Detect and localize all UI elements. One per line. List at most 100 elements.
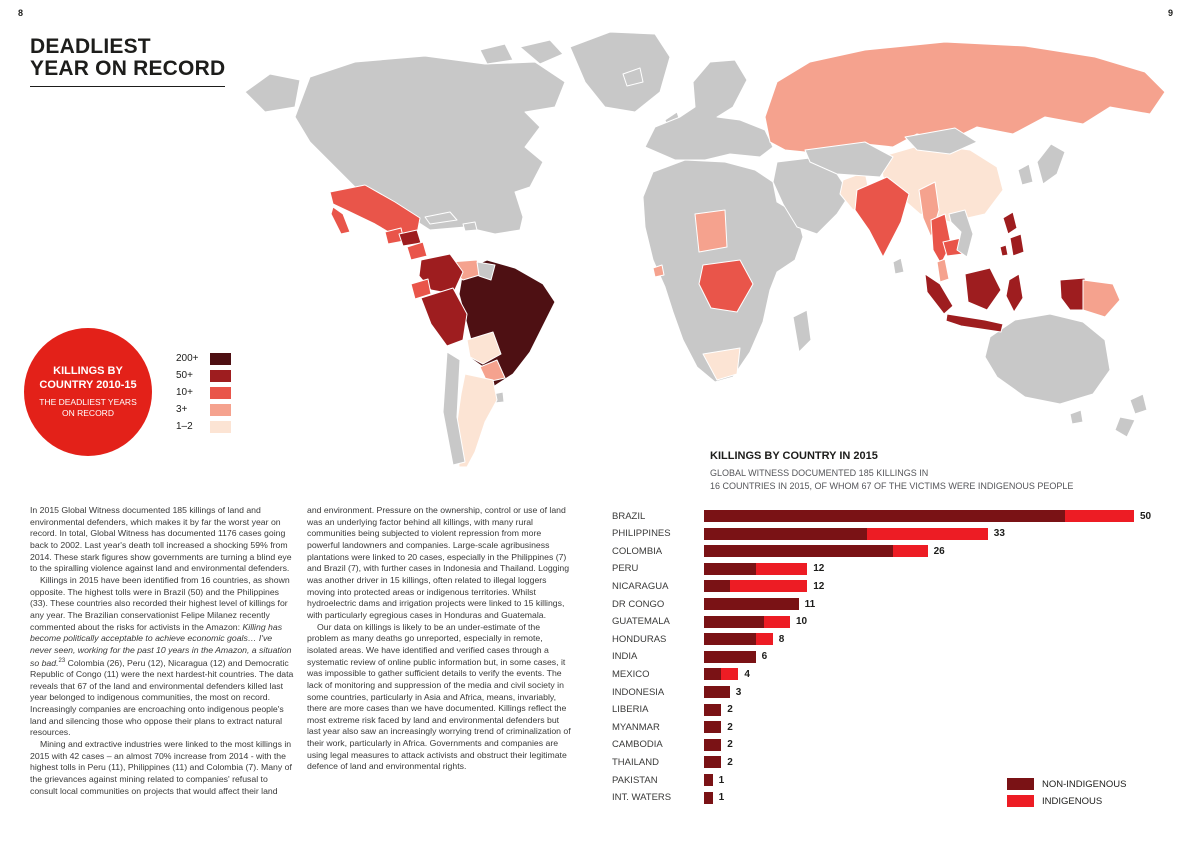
map-legend-swatch-200: [210, 352, 231, 365]
bar-segment-indigenous: [721, 668, 739, 681]
map-legend-label: 10+: [176, 387, 193, 398]
map-legend-swatch-1-2: [210, 420, 231, 433]
article-paragraph: and environment. Pressure on the ownersh…: [307, 505, 570, 620]
map-landmass-iceland: [622, 67, 644, 87]
map-legend-swatch-3: [210, 403, 231, 416]
bar-value: 26: [933, 545, 945, 557]
world-map: [225, 22, 1185, 470]
map-landmass-north-america: [294, 55, 566, 235]
bar-segment-indigenous: [867, 527, 988, 540]
chart-title: KILLINGS BY COUNTRY IN 2015: [710, 450, 878, 462]
map-country-dr-congo: [698, 259, 754, 313]
bar-segment-non-indigenous: [704, 633, 756, 646]
map-landmass-guyanas: [476, 261, 496, 281]
page-title: DEADLIEST YEAR ON RECORD: [30, 35, 226, 88]
map-landmass-top: [424, 127, 978, 466]
map-landmass-base: [244, 31, 1148, 438]
article-text: Killings in 2015 have been identified fr…: [30, 574, 290, 632]
chart-row: PAKISTAN 1: [612, 774, 1187, 786]
chart-row: BRAZIL 50: [612, 510, 1187, 523]
map-legend-row: 200+: [176, 350, 231, 367]
page-number-left: 8: [18, 8, 24, 18]
chart-row: HONDURAS 8: [612, 633, 1187, 646]
bar-track: 1: [704, 774, 724, 786]
article-column-1: In 2015 Global Witness documented 185 ki…: [30, 505, 295, 797]
map-landmass-new-zealand-south: [1114, 416, 1136, 438]
bar-segment-indigenous: [893, 545, 928, 558]
bar-segment-indigenous: [729, 580, 808, 593]
bar-value: 10: [795, 616, 808, 628]
legend-label-indigenous: INDIGENOUS: [1042, 795, 1103, 807]
chart-subtitle: GLOBAL WITNESS DOCUMENTED 185 KILLINGS I…: [710, 467, 1187, 493]
map-landmass-vietnam: [948, 209, 974, 258]
map-colored-countries: [329, 41, 1166, 468]
map-legend-label: 50+: [176, 370, 193, 381]
legend-label-non-indigenous: NON-INDIGENOUS: [1042, 778, 1127, 790]
map-legend-label: 3+: [176, 404, 188, 415]
map-legend-label: 1–2: [176, 421, 193, 432]
bar-segment-indigenous: [755, 562, 808, 575]
page-number-right: 9: [1167, 8, 1173, 18]
bar-value: 50: [1139, 510, 1152, 522]
chart-row: DR CONGO 11: [612, 598, 1187, 611]
bar-segment-non-indigenous: [704, 598, 799, 611]
map-legend-swatch-10: [210, 386, 231, 399]
bar-value: 11: [804, 598, 816, 610]
map-badge-subtitle: THE DEADLIEST YEARS ON RECORD: [39, 396, 137, 418]
bar-track: 8: [704, 633, 785, 646]
map-country-bolivia: [466, 331, 502, 365]
map-country-indonesia-java: [945, 313, 1004, 333]
bar-track: 12: [704, 562, 824, 575]
map-country-indonesia-borneo: [964, 267, 1002, 311]
map-country-india: [854, 176, 910, 258]
bar-segment-non-indigenous: [704, 580, 730, 593]
bar-value: 2: [727, 739, 733, 751]
map-country-indonesia-sumatra: [924, 273, 954, 315]
map-landmass-new-zealand-north: [1129, 393, 1148, 415]
map-country-nicaragua: [406, 241, 428, 261]
map-country-argentina: [456, 373, 498, 468]
bar-chart-rows: BRAZIL 50 PHILIPPINES 33 COLOMBIA 26: [612, 510, 1187, 804]
bar-track: 1: [704, 791, 725, 804]
bar-value: 1: [718, 792, 725, 804]
bar-segment-indigenous: [764, 615, 790, 628]
bar-value: 2: [727, 721, 733, 733]
bar-track: 11: [704, 598, 816, 611]
killings-bar-chart: KILLINGS BY COUNTRY IN 2015 GLOBAL WITNE…: [612, 450, 1187, 809]
bar-segment-non-indigenous: [704, 615, 765, 628]
map-landmass-cuba: [424, 211, 458, 225]
chart-legend: NON-INDIGENOUS INDIGENOUS: [1007, 778, 1126, 812]
bar-track: 33: [704, 527, 1005, 540]
chart-subtitle-line1: GLOBAL WITNESS DOCUMENTED 185 KILLINGS I…: [710, 468, 929, 478]
bar-country-label: HONDURAS: [612, 633, 667, 645]
article-paragraph: In 2015 Global Witness documented 185 ki…: [30, 505, 292, 574]
map-badge: KILLINGS BY COUNTRY 2010-15 THE DEADLIES…: [24, 328, 152, 456]
map-landmass-arctic-islands-2: [479, 43, 514, 65]
bar-country-label: GUATEMALA: [612, 616, 670, 628]
chart-row: MYANMAR 2: [612, 721, 1187, 734]
bar-value: 8: [778, 633, 785, 645]
article-column-2: and environment. Pressure on the ownersh…: [307, 505, 572, 773]
map-country-malaysia: [936, 258, 950, 283]
bar-segment-non-indigenous: [704, 686, 730, 699]
map-country-russia: [764, 41, 1166, 153]
bar-segment-non-indigenous: [704, 756, 722, 769]
article-paragraph: Killings in 2015 have been identified fr…: [30, 575, 295, 739]
bar-value: 4: [744, 668, 750, 680]
bar-segment-non-indigenous: [704, 703, 722, 716]
map-country-papua-new-guinea: [1082, 279, 1121, 318]
page-title-line2: YEAR ON RECORD: [30, 57, 226, 81]
bar-value: 2: [727, 704, 733, 716]
chart-row: CAMBODIA 2: [612, 738, 1187, 751]
map-landmass-europe: [644, 59, 774, 161]
bar-segment-non-indigenous: [704, 562, 756, 575]
map-country-chad: [694, 209, 728, 253]
map-country-mexico-baja: [330, 206, 351, 235]
bar-country-label: COLOMBIA: [612, 545, 663, 557]
map-landmass-greenland: [569, 31, 671, 113]
chart-legend-row: INDIGENOUS: [1007, 795, 1126, 807]
chart-row: COLOMBIA 26: [612, 545, 1187, 558]
map-country-peru: [420, 287, 468, 347]
bar-track: 3: [704, 686, 741, 699]
